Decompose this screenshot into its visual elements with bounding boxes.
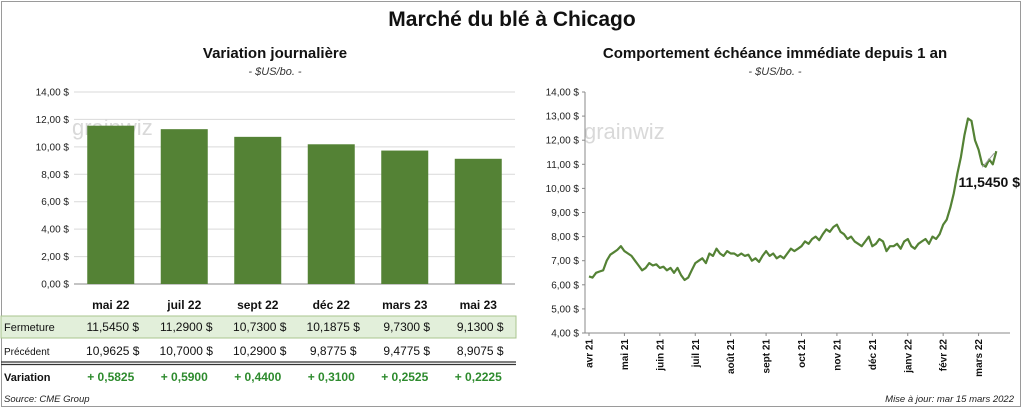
line-y-tick-label: 10,00 $ (546, 184, 580, 195)
table-cell: + 0,2525 (381, 370, 428, 384)
bar-category-label: mai 22 (92, 298, 130, 312)
bar (307, 144, 355, 284)
line-x-tick-label: sept 21 (762, 339, 773, 374)
line-y-tick-label: 4,00 $ (551, 329, 579, 340)
table-row-label: Fermeture (4, 322, 55, 334)
bar-y-tick-label: 6,00 $ (41, 197, 69, 208)
last-value-label: 11,5450 $ (958, 174, 1020, 190)
line-chart-unit: - $US/bo. - (748, 66, 802, 78)
line-watermark: grainwiz (584, 119, 665, 144)
bar-y-tick-label: 2,00 $ (41, 252, 69, 263)
bar-chart-unit: - $US/bo. - (248, 66, 302, 78)
table-cell: 9,8775 $ (310, 344, 357, 358)
bar-y-tick-label: 12,00 $ (36, 115, 70, 126)
line-y-tick-label: 9,00 $ (551, 208, 579, 219)
line-x-tick-label: janv 22 (903, 339, 914, 374)
bar (87, 125, 135, 284)
table-cell: + 0,4400 (234, 370, 281, 384)
table-cell: 9,7300 $ (383, 320, 430, 334)
bar-y-tick-label: 10,00 $ (36, 142, 70, 153)
line-x-tick-label: nov 21 (832, 339, 843, 371)
line-x-tick-label: févr 22 (939, 339, 950, 372)
table-cell: + 0,5900 (161, 370, 208, 384)
bar-category-label: sept 22 (237, 298, 279, 312)
table-cell: + 0,2225 (455, 370, 502, 384)
table-cell: 10,1875 $ (307, 320, 361, 334)
update-note: Mise à jour: mar 15 mars 2022 (885, 394, 1014, 405)
line-x-tick-label: août 21 (726, 339, 737, 374)
table-cell: + 0,5825 (87, 370, 134, 384)
line-y-tick-label: 12,00 $ (546, 136, 580, 147)
line-chart-title: Comportement échéance immédiate depuis 1… (602, 45, 948, 62)
bar (454, 158, 502, 284)
table-cell: 9,1300 $ (457, 320, 504, 334)
table-cell: 9,4775 $ (383, 344, 430, 358)
line-y-tick-label: 11,00 $ (546, 160, 579, 171)
last-value-leader (981, 152, 995, 168)
table-cell: 11,5450 $ (87, 320, 140, 334)
table-cell: 10,7300 $ (233, 320, 287, 334)
bar-category-label: déc 22 (313, 298, 351, 312)
table-cell: 10,9625 $ (86, 344, 140, 358)
line-y-tick-label: 7,00 $ (551, 256, 579, 267)
line-x-tick-label: mars 22 (974, 339, 985, 377)
bar-y-tick-label: 4,00 $ (41, 225, 69, 236)
table-cell: 11,2900 $ (160, 320, 213, 334)
main-title: Marché du blé à Chicago (388, 8, 636, 31)
bar-y-tick-label: 14,00 $ (36, 88, 70, 99)
bar-category-label: mai 23 (460, 298, 498, 312)
table-cell: + 0,3100 (308, 370, 355, 384)
bar (381, 150, 429, 284)
bar (160, 129, 208, 284)
line-chart: grainwiz 4,00 $ 5,00 $ 6,00 $ 7,00 $ 8,00 $ 9,… (546, 88, 1021, 377)
line-x-tick-label: déc 21 (868, 339, 879, 371)
table-row-label: Variation (4, 372, 51, 384)
bar-category-label: juil 22 (166, 298, 201, 312)
line-y-tick-label: 8,00 $ (551, 232, 579, 243)
table-row-label: Précédent (4, 347, 50, 358)
line-x-tick-label: juin 21 (655, 339, 666, 372)
line-y-tick-label: 14,00 $ (546, 88, 580, 99)
line-x-tick-label: oct 21 (797, 339, 808, 368)
bar (234, 136, 282, 284)
table-cell: 8,9075 $ (457, 344, 504, 358)
table-cell: 10,7000 $ (160, 344, 214, 358)
line-x-tick-label: juil 21 (691, 339, 702, 369)
table-cell: 10,2900 $ (233, 344, 287, 358)
line-y-tick-label: 6,00 $ (551, 280, 579, 291)
line-y-tick-label: 13,00 $ (546, 112, 580, 123)
line-x-tick-label: mai 21 (620, 339, 631, 371)
bar-y-tick-label: 0,00 $ (41, 280, 69, 291)
bar-chart: grainwiz0,00 $2,00 $4,00 $6,00 $8,00 $10… (0, 88, 517, 384)
price-series-line (588, 117, 998, 282)
bar-category-label: mars 23 (382, 298, 428, 312)
table-highlight-row (0, 315, 517, 339)
line-x-tick-label: avr 21 (585, 339, 596, 368)
line-y-tick-label: 5,00 $ (551, 304, 579, 315)
bar-y-tick-label: 8,00 $ (41, 170, 69, 181)
bar-chart-title: Variation journalière (202, 45, 348, 62)
source-note: Source: CME Group (4, 394, 90, 405)
